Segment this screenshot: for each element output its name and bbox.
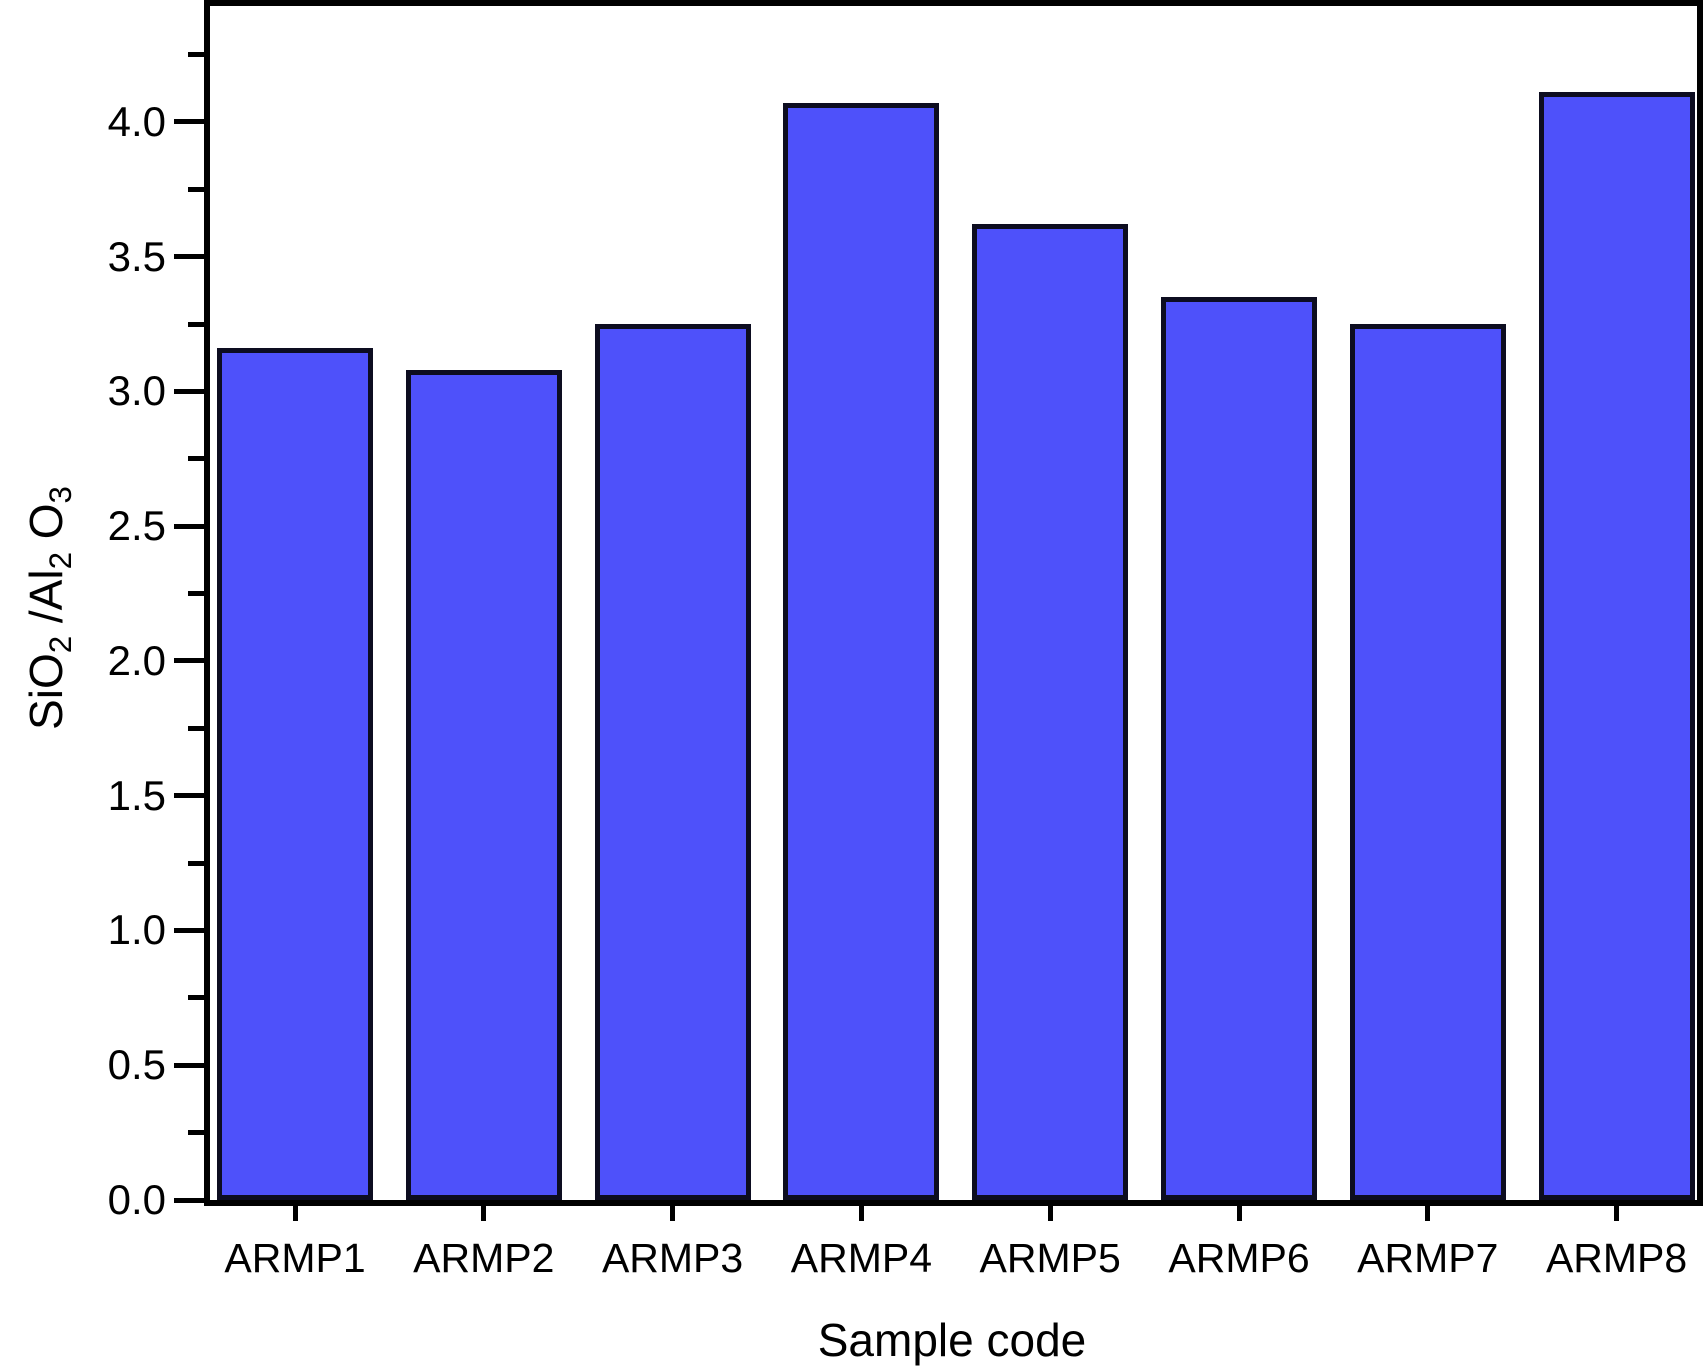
y-axis-title-subscript: 3: [42, 486, 78, 504]
y-minor-tick: [188, 725, 204, 731]
x-category-label: ARMP5: [979, 1235, 1121, 1281]
y-tick-label: 2.0: [107, 636, 166, 684]
y-minor-tick: [188, 186, 204, 192]
x-tick: [858, 1206, 864, 1221]
y-major-tick: [174, 388, 204, 394]
y-axis-title-text: SiO: [20, 653, 72, 730]
y-tick-label: 0.5: [107, 1041, 166, 1089]
x-tick: [1425, 1206, 1431, 1221]
x-tick: [1236, 1206, 1242, 1221]
bar-ARMP7: [1349, 324, 1506, 1200]
x-tick: [481, 1206, 487, 1221]
y-tick-label: 0.0: [107, 1176, 166, 1223]
bar-ARMP3: [594, 324, 751, 1200]
y-tick-label: 1.5: [107, 771, 166, 819]
y-axis-title: SiO2 /Al2 O3: [18, 258, 78, 958]
y-axis-title-subscript: 2: [42, 635, 78, 654]
y-minor-tick: [188, 456, 204, 462]
y-tick-label: 1.0: [107, 906, 166, 954]
x-category-label: ARMP3: [601, 1235, 744, 1281]
y-major-tick: [174, 254, 204, 260]
bar-ARMP6: [1161, 297, 1317, 1200]
y-axis-title-text: O: [20, 503, 72, 553]
x-category-label: ARMP6: [1168, 1235, 1310, 1281]
bar-ARMP1: [217, 348, 373, 1200]
x-category-label: ARMP4: [790, 1235, 933, 1281]
x-category-label: ARMP8: [1545, 1235, 1688, 1281]
y-axis-title-subscript: 2: [42, 552, 78, 570]
y-axis-title-text: /Al: [20, 569, 72, 636]
bar-ARMP2: [405, 369, 562, 1200]
y-minor-tick: [188, 860, 204, 866]
x-tick: [1614, 1206, 1620, 1221]
y-major-tick: [174, 927, 204, 933]
y-major-tick: [174, 1197, 204, 1203]
y-tick-label: 3.5: [107, 232, 166, 280]
x-category-label: ARMP7: [1357, 1235, 1499, 1281]
x-axis-title: Sample code: [817, 1314, 1087, 1366]
y-major-tick: [174, 1062, 204, 1068]
y-minor-tick: [188, 995, 204, 1001]
bar-ARMP8: [1538, 92, 1695, 1200]
x-tick: [292, 1206, 298, 1221]
bar-ARMP5: [972, 224, 1129, 1200]
y-minor-tick: [188, 321, 204, 327]
x-tick: [1047, 1206, 1053, 1221]
bar-ARMP4: [783, 103, 940, 1200]
y-minor-tick: [188, 1130, 204, 1136]
y-tick-label: 4.0: [107, 97, 166, 145]
y-major-tick: [174, 658, 204, 664]
y-tick-label: 2.5: [107, 502, 166, 550]
y-major-tick: [174, 523, 204, 529]
x-tick: [670, 1206, 676, 1221]
x-category-label: ARMP2: [413, 1235, 555, 1281]
x-category-label: ARMP1: [224, 1235, 366, 1281]
y-major-tick: [174, 119, 204, 125]
y-minor-tick: [188, 591, 204, 597]
y-tick-label: 3.0: [107, 367, 166, 415]
y-major-tick: [174, 793, 204, 799]
y-minor-tick: [188, 52, 204, 57]
